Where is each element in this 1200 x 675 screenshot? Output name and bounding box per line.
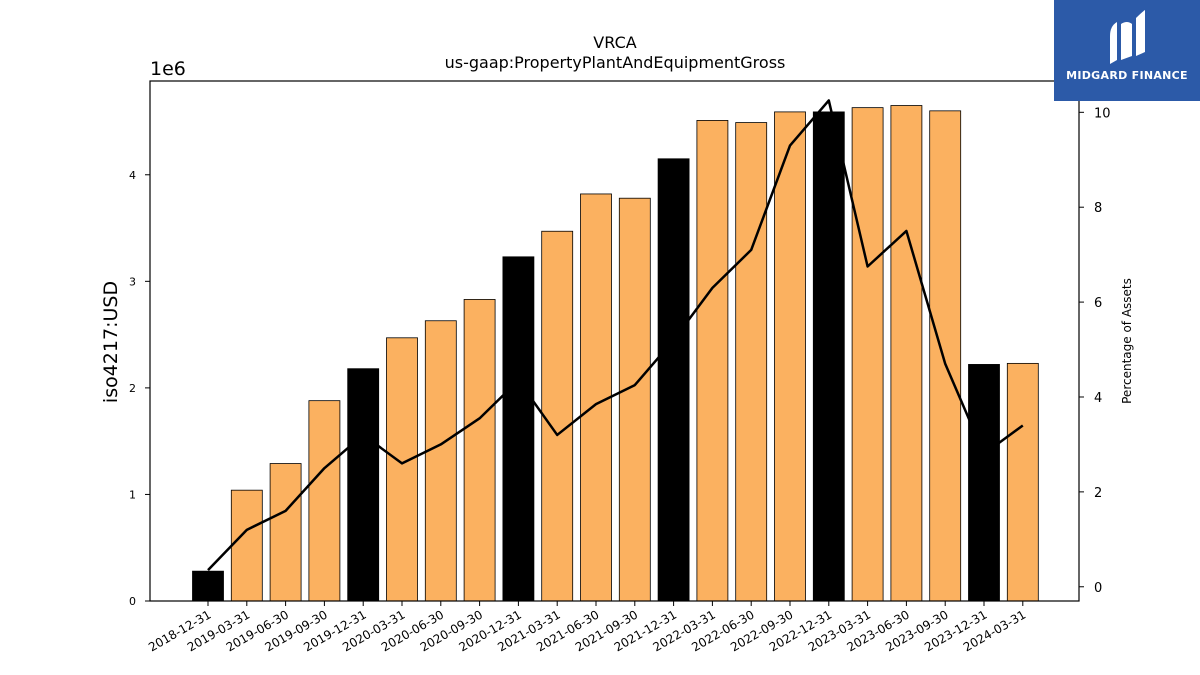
x-ticks-group: 2018-12-312019-03-312019-06-302019-09-30… <box>146 601 1028 654</box>
bar-2023-09-30 <box>929 110 962 602</box>
bar-2023-06-30 <box>890 105 923 602</box>
y2-tick-label: 0 <box>1094 581 1102 596</box>
y-ticks-group: 0 1 2 3 4 <box>129 169 150 608</box>
y2-tick-label: 8 <box>1094 201 1102 216</box>
y2-tick-label: 4 <box>1094 391 1102 406</box>
bar-2019-06-30 <box>269 463 302 602</box>
bar-2021-12-31 <box>657 158 690 602</box>
midgard-logo: MIDGARD FINANCE <box>1054 0 1200 101</box>
y2-ticks-group: 0 2 4 6 8 10 <box>1079 106 1111 596</box>
bar-2021-09-30 <box>618 197 651 602</box>
bar-2024-03-31 <box>1006 362 1039 602</box>
bar-2019-03-31 <box>230 489 263 602</box>
bar-2023-03-31 <box>851 107 884 602</box>
bar-2021-03-31 <box>541 230 574 602</box>
bar-2019-09-30 <box>308 400 341 602</box>
bar-2021-06-30 <box>580 193 612 602</box>
y-offset-label: 1e6 <box>150 58 186 80</box>
bar-2020-09-30 <box>463 299 496 602</box>
bar-2022-03-31 <box>696 120 729 602</box>
logo-text: MIDGARD FINANCE <box>1066 69 1188 82</box>
bar-2020-12-31 <box>502 256 535 602</box>
chart-subtitle: us-gaap:PropertyPlantAndEquipmentGross <box>445 53 786 72</box>
y-tick-label: 1 <box>129 488 136 501</box>
bar-2023-12-31 <box>968 364 1000 602</box>
y2-tick-label: 6 <box>1094 296 1102 311</box>
y-tick-label: 2 <box>129 382 136 395</box>
y-tick-label: 3 <box>129 275 136 288</box>
bar-2019-12-31 <box>347 368 380 602</box>
y2-axis-label: Percentage of Assets <box>1120 278 1134 404</box>
bar-2020-03-31 <box>386 337 418 602</box>
y-axis-label: iso4217:USD <box>100 281 122 403</box>
bars-group <box>192 105 1039 602</box>
chart-title: VRCA <box>593 33 636 52</box>
y2-tick-label: 2 <box>1094 486 1102 501</box>
bar-2022-09-30 <box>774 111 806 602</box>
midgard-logo-icon <box>1110 10 1145 64</box>
bar-2020-06-30 <box>424 320 457 602</box>
line-group <box>207 99 1024 572</box>
plot-frame <box>149 80 1080 602</box>
bar-2018-12-31 <box>192 570 224 602</box>
bar-2022-12-31 <box>812 111 845 602</box>
y2-tick-label: 10 <box>1094 106 1111 121</box>
bar-2022-06-30 <box>735 122 768 602</box>
percentage-line <box>207 99 1024 572</box>
y-tick-label: 4 <box>129 169 136 182</box>
y-tick-label: 0 <box>129 595 136 608</box>
